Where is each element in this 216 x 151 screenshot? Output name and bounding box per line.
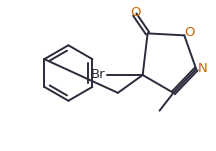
Text: Br: Br — [91, 67, 105, 80]
Text: O: O — [184, 26, 194, 39]
Text: O: O — [130, 6, 141, 19]
Text: N: N — [197, 62, 207, 75]
